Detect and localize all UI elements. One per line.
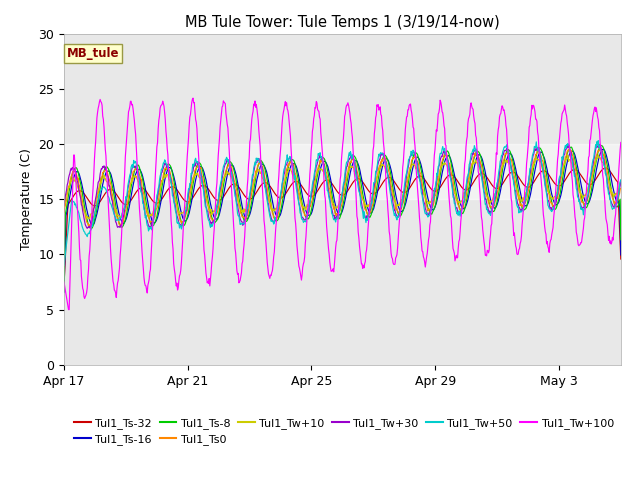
Tul1_Ts-32: [263, 180, 271, 186]
Line: Tul1_Ts0: Tul1_Ts0: [64, 147, 621, 226]
Legend: Tul1_Ts-32, Tul1_Ts-16, Tul1_Ts-8, Tul1_Ts0, Tul1_Tw+10, Tul1_Tw+30, Tul1_Tw+50,: Tul1_Ts-32, Tul1_Ts-16, Tul1_Ts-8, Tul1_…: [70, 413, 618, 450]
Tul1_Tw+10: [80, 208, 88, 214]
Tul1_Ts0: [86, 223, 93, 228]
Tul1_Ts0: [511, 173, 518, 179]
Tul1_Tw+100: [264, 265, 272, 271]
Tul1_Tw+100: [193, 120, 200, 125]
Line: Tul1_Tw+100: Tul1_Tw+100: [64, 98, 621, 310]
Tul1_Ts-8: [376, 169, 383, 175]
Y-axis label: Temperature (C): Temperature (C): [20, 148, 33, 250]
Tul1_Tw+10: [60, 203, 68, 209]
Tul1_Tw+30: [80, 215, 88, 221]
Tul1_Tw+10: [293, 183, 301, 189]
Line: Tul1_Ts-32: Tul1_Ts-32: [64, 168, 621, 286]
Tul1_Tw+30: [60, 203, 68, 209]
Tul1_Ts-32: [80, 191, 88, 196]
Tul1_Ts-16: [510, 158, 518, 164]
Tul1_Tw+50: [595, 138, 602, 144]
Tul1_Tw+100: [294, 249, 301, 255]
Text: MB_tule: MB_tule: [67, 47, 119, 60]
Tul1_Ts-8: [80, 200, 88, 205]
Tul1_Tw+10: [617, 180, 625, 186]
Tul1_Ts0: [80, 206, 88, 212]
Tul1_Tw+30: [376, 155, 384, 161]
Tul1_Ts-32: [510, 169, 518, 175]
Tul1_Tw+10: [264, 191, 271, 196]
Tul1_Ts-32: [60, 283, 68, 289]
Tul1_Tw+50: [510, 181, 518, 187]
Bar: [64, 144, 621, 199]
Line: Tul1_Tw+10: Tul1_Tw+10: [64, 155, 621, 219]
Tul1_Ts-8: [191, 171, 199, 177]
Tul1_Ts-8: [292, 167, 300, 173]
Tul1_Ts-16: [80, 192, 88, 197]
Tul1_Tw+50: [60, 263, 68, 268]
Tul1_Ts-8: [60, 288, 68, 294]
Tul1_Ts0: [264, 185, 271, 191]
Tul1_Tw+10: [192, 173, 200, 179]
Tul1_Ts-16: [60, 289, 68, 295]
Tul1_Ts0: [293, 178, 301, 183]
Tul1_Tw+30: [596, 142, 604, 147]
Tul1_Tw+30: [293, 185, 301, 191]
Tul1_Ts-32: [602, 165, 609, 171]
Tul1_Ts-16: [617, 252, 625, 258]
Tul1_Ts-16: [292, 164, 300, 169]
Tul1_Ts-8: [617, 237, 625, 243]
Tul1_Tw+30: [511, 183, 518, 189]
Tul1_Tw+100: [617, 140, 625, 145]
Tul1_Tw+100: [511, 236, 519, 242]
Tul1_Tw+100: [81, 296, 88, 301]
Tul1_Tw+100: [377, 111, 385, 117]
Tul1_Ts-8: [597, 143, 605, 148]
Tul1_Tw+10: [85, 216, 93, 222]
Tul1_Tw+10: [595, 152, 602, 158]
Tul1_Tw+30: [264, 194, 271, 200]
Tul1_Tw+100: [60, 279, 68, 285]
Tul1_Ts0: [376, 162, 384, 168]
Tul1_Tw+50: [80, 228, 88, 234]
Line: Tul1_Tw+50: Tul1_Tw+50: [64, 141, 621, 265]
Tul1_Tw+100: [189, 95, 197, 101]
Tul1_Tw+30: [83, 226, 91, 231]
Tul1_Tw+30: [192, 161, 200, 167]
Tul1_Ts0: [617, 185, 625, 191]
Line: Tul1_Ts-8: Tul1_Ts-8: [64, 145, 621, 291]
Tul1_Ts-8: [510, 162, 518, 168]
Tul1_Ts0: [192, 167, 200, 173]
Tul1_Tw+100: [65, 307, 72, 312]
Tul1_Ts-32: [617, 256, 625, 262]
Line: Tul1_Tw+30: Tul1_Tw+30: [64, 144, 621, 228]
Tul1_Tw+50: [292, 185, 300, 191]
Tul1_Tw+30: [617, 178, 625, 183]
Tul1_Ts-16: [599, 146, 607, 152]
Tul1_Ts0: [596, 144, 604, 150]
Tul1_Tw+50: [263, 194, 271, 200]
Tul1_Tw+50: [191, 157, 199, 163]
Tul1_Tw+50: [376, 153, 383, 159]
Tul1_Tw+10: [511, 179, 518, 185]
Line: Tul1_Ts-16: Tul1_Ts-16: [64, 149, 621, 292]
Tul1_Tw+10: [376, 164, 384, 170]
Tul1_Ts-32: [191, 192, 199, 197]
Tul1_Ts-16: [376, 178, 383, 184]
Tul1_Ts-16: [191, 180, 199, 186]
Tul1_Ts-32: [376, 185, 383, 191]
Tul1_Ts0: [60, 210, 68, 216]
Tul1_Tw+50: [617, 177, 625, 183]
Tul1_Ts-8: [263, 173, 271, 179]
Title: MB Tule Tower: Tule Temps 1 (3/19/14-now): MB Tule Tower: Tule Temps 1 (3/19/14-now…: [185, 15, 500, 30]
Tul1_Ts-16: [263, 169, 271, 175]
Tul1_Ts-32: [292, 179, 300, 184]
